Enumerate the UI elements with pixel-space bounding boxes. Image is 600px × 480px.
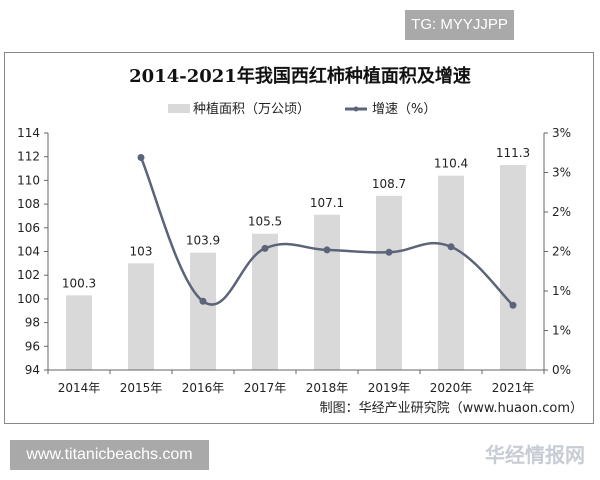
growth-point-2018年 (323, 246, 331, 254)
growth-point-2020年 (447, 243, 455, 251)
x-tick-label: 2021年 (492, 381, 535, 395)
legend-bar-swatch (168, 104, 190, 113)
left-tick-label: 114 (17, 126, 40, 140)
bar-label: 111.3 (496, 146, 530, 160)
x-tick-label: 2014年 (58, 381, 101, 395)
right-tick-label: 2% (552, 205, 571, 219)
legend-bar-label: 种植面积（万公顷） (193, 102, 310, 117)
bar-label: 100.3 (62, 276, 96, 290)
bar-label: 110.4 (434, 157, 468, 171)
legend-line-label: 增速（%） (372, 102, 436, 117)
growth-point-2015年 (137, 153, 145, 161)
growth-point-2019年 (385, 248, 393, 256)
right-tick-label: 1% (552, 324, 571, 338)
x-tick-label: 2017年 (244, 381, 287, 395)
right-tick-label: 3% (552, 166, 571, 180)
left-tick-label: 100 (17, 292, 40, 306)
x-tick-label: 2015年 (120, 381, 163, 395)
bar-label: 105.5 (248, 215, 282, 229)
bar-2020年 (438, 175, 464, 370)
left-tick-label: 112 (17, 150, 40, 164)
x-tick-label: 2018年 (306, 381, 349, 395)
bar-2015年 (128, 263, 154, 370)
bar-label: 108.7 (372, 177, 406, 191)
right-tick-label: 0% (552, 363, 571, 377)
watermark-top: TG: MYYJJPP (405, 10, 514, 40)
chart-frame (4, 52, 594, 424)
left-tick-label: 104 (17, 245, 40, 259)
bar-2021年 (500, 164, 526, 370)
right-tick-label: 1% (552, 284, 571, 298)
right-tick-label: 3% (552, 126, 571, 140)
bar-2017年 (252, 233, 278, 370)
bar-2014年 (66, 295, 92, 370)
x-tick-label: 2020年 (430, 381, 473, 395)
x-tick-label: 2019年 (368, 381, 411, 395)
bar-2018年 (314, 214, 340, 370)
growth-point-2021年 (509, 301, 517, 309)
left-tick-label: 98 (25, 316, 40, 330)
watermark-bottom: www.titanicbeachs.com (10, 440, 209, 470)
left-tick-label: 94 (25, 363, 40, 377)
left-tick-label: 102 (17, 268, 40, 282)
left-tick-label: 108 (17, 197, 40, 211)
bar-label: 103 (130, 244, 153, 258)
left-tick-label: 96 (25, 339, 40, 353)
source-note: 制图：华经产业研究院（www.huaon.com） (320, 401, 583, 416)
bar-label: 103.9 (186, 234, 220, 248)
bar-label: 107.1 (310, 196, 344, 210)
chart-title: 2014-2021年我国西红柿种植面积及增速 (129, 65, 471, 87)
left-tick-label: 110 (17, 173, 40, 187)
left-tick-label: 106 (17, 221, 40, 235)
legend-line-marker (353, 106, 359, 112)
watermark-logo: 华经情报网 (485, 443, 585, 467)
bar-2016年 (190, 252, 216, 370)
x-tick-label: 2016年 (182, 381, 225, 395)
growth-point-2017年 (261, 244, 269, 252)
growth-point-2016年 (199, 297, 207, 305)
bar-2019年 (376, 195, 402, 370)
right-tick-label: 2% (552, 245, 571, 259)
